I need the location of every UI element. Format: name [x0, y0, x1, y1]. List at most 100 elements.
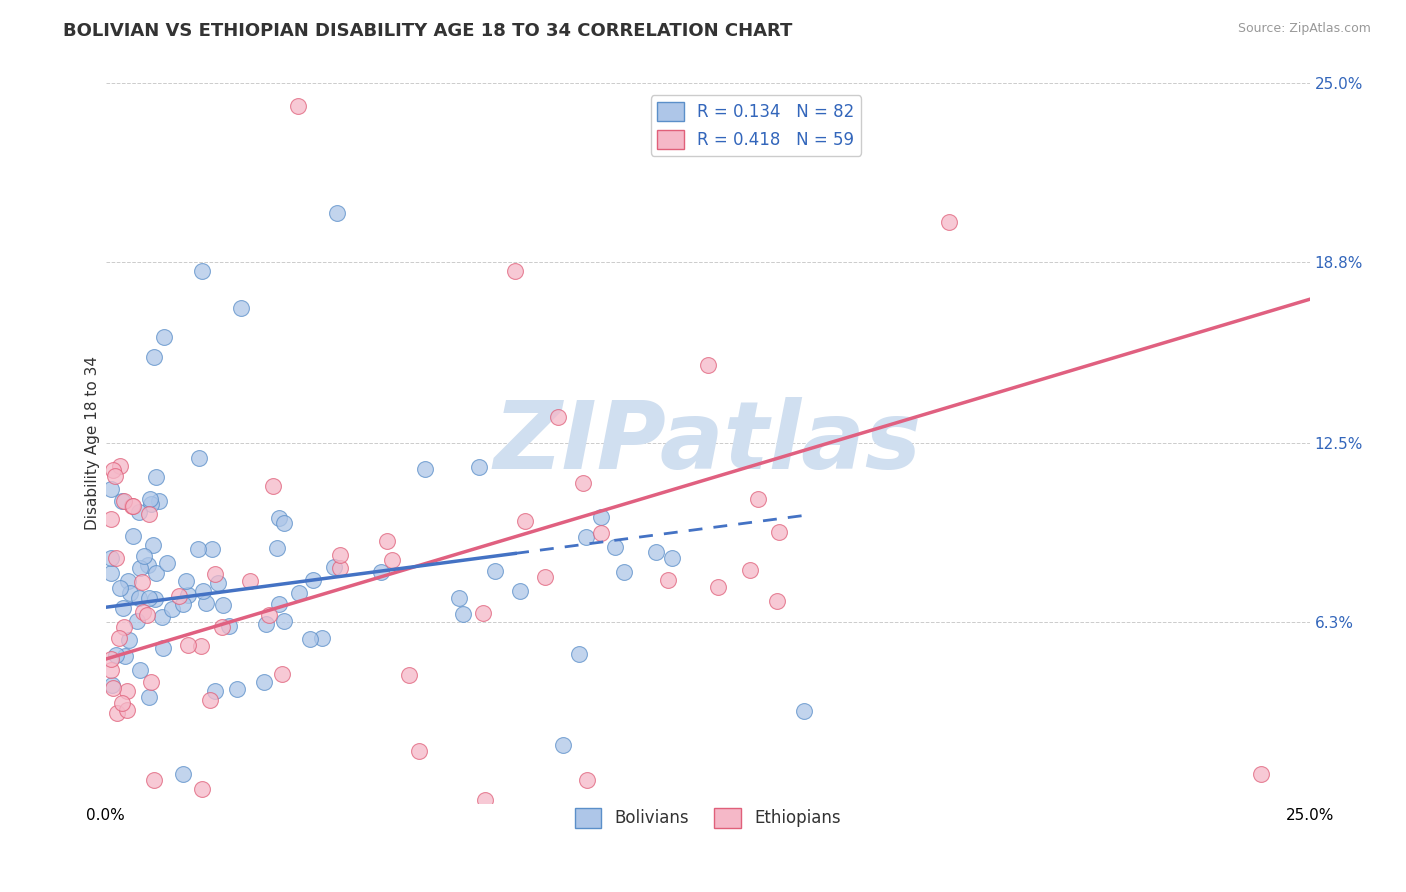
Point	[553, 739, 575, 753]
Point	[408, 744, 430, 758]
Point	[127, 614, 149, 628]
Point	[100, 566, 122, 581]
Point	[114, 648, 136, 663]
Point	[938, 214, 960, 228]
Point	[121, 499, 143, 513]
Point	[122, 528, 145, 542]
Point	[100, 512, 122, 526]
Point	[156, 556, 179, 570]
Point	[329, 560, 352, 574]
Point	[707, 581, 730, 595]
Point	[187, 541, 209, 556]
Point	[212, 598, 235, 612]
Point	[468, 460, 491, 475]
Point	[193, 584, 215, 599]
Point	[198, 693, 221, 707]
Point	[229, 301, 252, 315]
Point	[484, 564, 506, 578]
Point	[177, 638, 200, 652]
Point	[111, 696, 134, 710]
Point	[613, 566, 636, 580]
Point	[108, 458, 131, 473]
Point	[575, 530, 598, 544]
Point	[105, 550, 128, 565]
Point	[589, 525, 612, 540]
Point	[143, 350, 166, 364]
Point	[131, 574, 153, 589]
Point	[117, 574, 139, 589]
Point	[160, 602, 183, 616]
Point	[267, 598, 290, 612]
Point	[114, 494, 136, 508]
Point	[120, 585, 142, 599]
Point	[101, 463, 124, 477]
Point	[100, 551, 122, 566]
Point	[190, 639, 212, 653]
Point	[191, 263, 214, 277]
Point	[145, 566, 167, 580]
Point	[136, 608, 159, 623]
Point	[657, 573, 679, 587]
Point	[105, 648, 128, 662]
Point	[204, 566, 226, 581]
Point	[413, 462, 436, 476]
Point	[143, 772, 166, 787]
Legend: Bolivians, Ethiopians: Bolivians, Ethiopians	[568, 802, 848, 834]
Point	[138, 591, 160, 606]
Point	[503, 263, 526, 277]
Point	[603, 540, 626, 554]
Point	[200, 542, 222, 557]
Point	[100, 678, 122, 692]
Point	[302, 573, 325, 587]
Point	[100, 652, 122, 666]
Point	[375, 533, 398, 548]
Point	[447, 591, 470, 606]
Text: Source: ZipAtlas.com: Source: ZipAtlas.com	[1237, 22, 1371, 36]
Point	[152, 640, 174, 655]
Point	[191, 781, 214, 796]
Point	[273, 516, 295, 531]
Point	[218, 619, 240, 633]
Point	[273, 614, 295, 628]
Point	[177, 588, 200, 602]
Point	[174, 574, 197, 588]
Point	[204, 684, 226, 698]
Point	[118, 633, 141, 648]
Point	[288, 586, 311, 600]
Point	[115, 683, 138, 698]
Point	[740, 563, 762, 577]
Point	[150, 610, 173, 624]
Point	[254, 616, 277, 631]
Point	[226, 682, 249, 697]
Point	[138, 690, 160, 704]
Point	[299, 632, 322, 647]
Point	[143, 592, 166, 607]
Point	[121, 499, 143, 513]
Point	[187, 450, 209, 465]
Point	[145, 470, 167, 484]
Point	[141, 497, 163, 511]
Point	[132, 605, 155, 619]
Point	[139, 675, 162, 690]
Point	[568, 647, 591, 661]
Point	[111, 493, 134, 508]
Point	[370, 565, 392, 579]
Point	[271, 667, 294, 681]
Point	[128, 505, 150, 519]
Point	[266, 541, 288, 556]
Point	[311, 632, 333, 646]
Point	[239, 574, 262, 589]
Point	[644, 545, 666, 559]
Point	[253, 674, 276, 689]
Point	[101, 681, 124, 695]
Point	[747, 491, 769, 506]
Point	[167, 589, 190, 603]
Point	[100, 663, 122, 677]
Point	[329, 548, 352, 562]
Point	[576, 772, 599, 787]
Point	[326, 206, 349, 220]
Point	[138, 507, 160, 521]
Text: ZIPatlas: ZIPatlas	[494, 397, 922, 489]
Point	[513, 514, 536, 528]
Point	[112, 601, 135, 615]
